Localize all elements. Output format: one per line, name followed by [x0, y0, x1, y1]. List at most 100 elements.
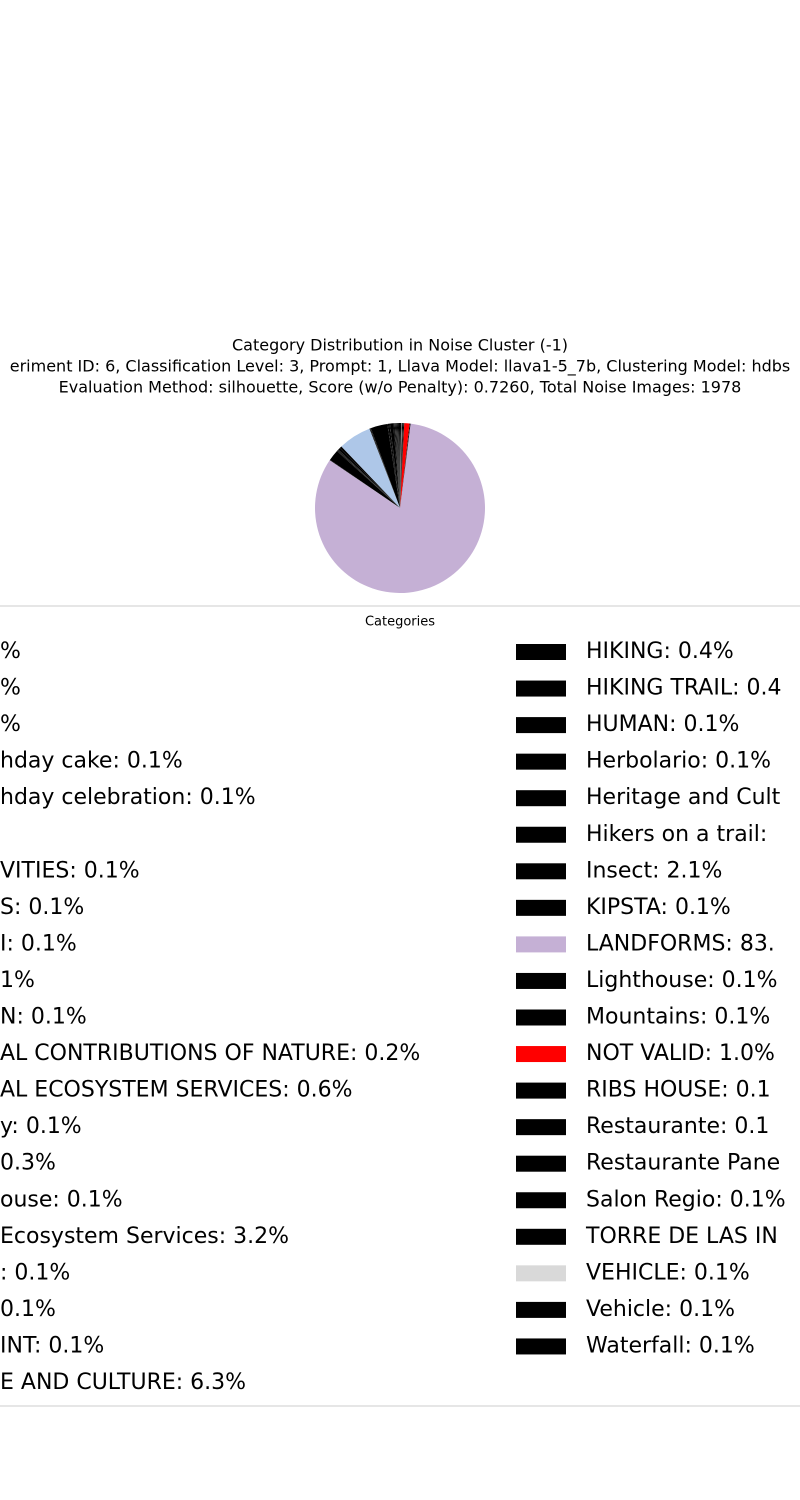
chart-subtitle: eriment ID: 6, Classification Level: 3, … — [10, 357, 790, 377]
pie-slice — [400, 423, 402, 508]
pie-slice — [396, 423, 400, 508]
legend-label: Hikers on a trail: — [586, 822, 767, 847]
pie-slice — [400, 423, 404, 508]
pie-slice — [398, 423, 400, 508]
legend-swatch — [516, 680, 566, 697]
pie-slice — [395, 423, 400, 508]
legend-label: VITIES: 0.1% — [0, 858, 140, 883]
legend-label: hday cake: 0.1% — [0, 749, 183, 774]
pie-slice — [400, 423, 404, 508]
pie-slice — [395, 423, 400, 508]
pie-slice — [397, 423, 400, 508]
pie-slice — [399, 423, 400, 508]
legend-label: Lighthouse: 0.1% — [586, 968, 778, 993]
pie-slice — [369, 428, 400, 508]
legend-swatch — [516, 1046, 566, 1063]
legend-swatch — [516, 1338, 566, 1355]
pie-slice — [400, 423, 411, 508]
pie-slice — [315, 423, 485, 594]
legend-label: LANDFORMS: 83. — [586, 931, 775, 956]
pie-slice — [329, 459, 400, 508]
legend-swatch — [516, 972, 566, 989]
legend-swatch — [516, 644, 566, 660]
legend-swatch — [516, 717, 566, 734]
pie-slice — [389, 423, 400, 508]
legend-swatch — [516, 1228, 566, 1245]
legend-swatch — [516, 1301, 566, 1318]
legend-swatch — [516, 936, 566, 953]
pie-slice — [337, 449, 400, 508]
legend-label: I: 0.1% — [0, 931, 77, 956]
pie-slice — [400, 423, 402, 508]
legend-label: VEHICLE: 0.1% — [586, 1260, 750, 1285]
pie-slice — [394, 423, 400, 508]
legend-label: hday celebration: 0.1% — [0, 785, 256, 810]
pie-slice — [341, 428, 400, 508]
legend-label: TORRE DE LAS IN — [585, 1224, 778, 1249]
legend-swatch — [516, 1192, 566, 1209]
pie-slice — [370, 428, 400, 508]
pie-slice — [398, 423, 400, 508]
legend-swatch — [516, 1265, 566, 1282]
legend-label: NOT VALID: 1.0% — [586, 1041, 775, 1066]
legend-label: AL ECOSYSTEM SERVICES: 0.6% — [0, 1078, 353, 1103]
legend-swatch — [516, 1082, 566, 1099]
legend-label: N: 0.1% — [0, 1005, 87, 1030]
legend-label: Restaurante Pane — [586, 1151, 780, 1176]
legend-label: % — [0, 676, 21, 701]
legend-label: INT: 0.1% — [0, 1333, 104, 1358]
pie-slice — [387, 423, 400, 508]
legend-label: Restaurante: 0.1 — [586, 1114, 769, 1139]
legend-swatch — [516, 899, 566, 916]
legend-label: KIPSTA: 0.1% — [586, 895, 731, 920]
pie-slice — [400, 423, 410, 508]
pie-slice — [370, 423, 400, 508]
legend-label: % — [0, 639, 21, 664]
pie-slice — [329, 451, 400, 508]
legend-label: 0.3% — [0, 1151, 56, 1176]
legend-label: y: 0.1% — [0, 1114, 82, 1139]
legend-label: : 0.1% — [0, 1260, 70, 1285]
legend-label: Mountains: 0.1% — [586, 1005, 770, 1030]
legend-label: 0.1% — [0, 1297, 56, 1322]
legend-swatch — [516, 1119, 566, 1136]
legend-label: ouse: 0.1% — [0, 1187, 123, 1212]
pie-slice — [338, 447, 400, 508]
legend-label: Insect: 2.1% — [586, 858, 722, 883]
legend-label: Waterfall: 0.1% — [586, 1333, 755, 1358]
pie-slice — [337, 449, 400, 508]
legend-swatch — [516, 863, 566, 880]
pie-slice — [394, 423, 400, 508]
legend-swatch — [516, 1009, 566, 1026]
legend-title: Categories — [365, 615, 435, 630]
legend-swatch — [516, 826, 566, 843]
legend-swatch — [516, 790, 566, 807]
legend-label: RIBS HOUSE: 0.1 — [586, 1078, 771, 1103]
pie-slice — [400, 423, 403, 508]
pie-slice — [400, 423, 403, 508]
pie-slice — [396, 423, 400, 508]
legend-label: S: 0.1% — [0, 895, 84, 920]
pie-slice — [339, 446, 400, 508]
pie-slice — [337, 450, 400, 508]
legend-label: Herbolario: 0.1% — [586, 749, 771, 774]
pie-slice — [336, 450, 400, 508]
pie-slice — [400, 423, 405, 508]
legend-label: E AND CULTURE: 6.3% — [0, 1370, 246, 1395]
legend-label: HUMAN: 0.1% — [586, 712, 739, 737]
pie-slice — [400, 423, 411, 508]
pie-slice — [387, 423, 400, 508]
pie-slice — [389, 423, 400, 508]
legend-label: Vehicle: 0.1% — [586, 1297, 735, 1322]
legend-label: AL CONTRIBUTIONS OF NATURE: 0.2% — [0, 1041, 420, 1066]
legend-label: Ecosystem Services: 3.2% — [0, 1224, 289, 1249]
legend-label: HIKING TRAIL: 0.4 — [586, 676, 781, 701]
pie-slice — [397, 423, 400, 508]
pie-slice — [400, 423, 401, 508]
legend-label: % — [0, 712, 21, 737]
chart-subtitle: Evaluation Method: silhouette, Score (w/… — [59, 378, 742, 397]
legend-label: 1% — [0, 968, 35, 993]
